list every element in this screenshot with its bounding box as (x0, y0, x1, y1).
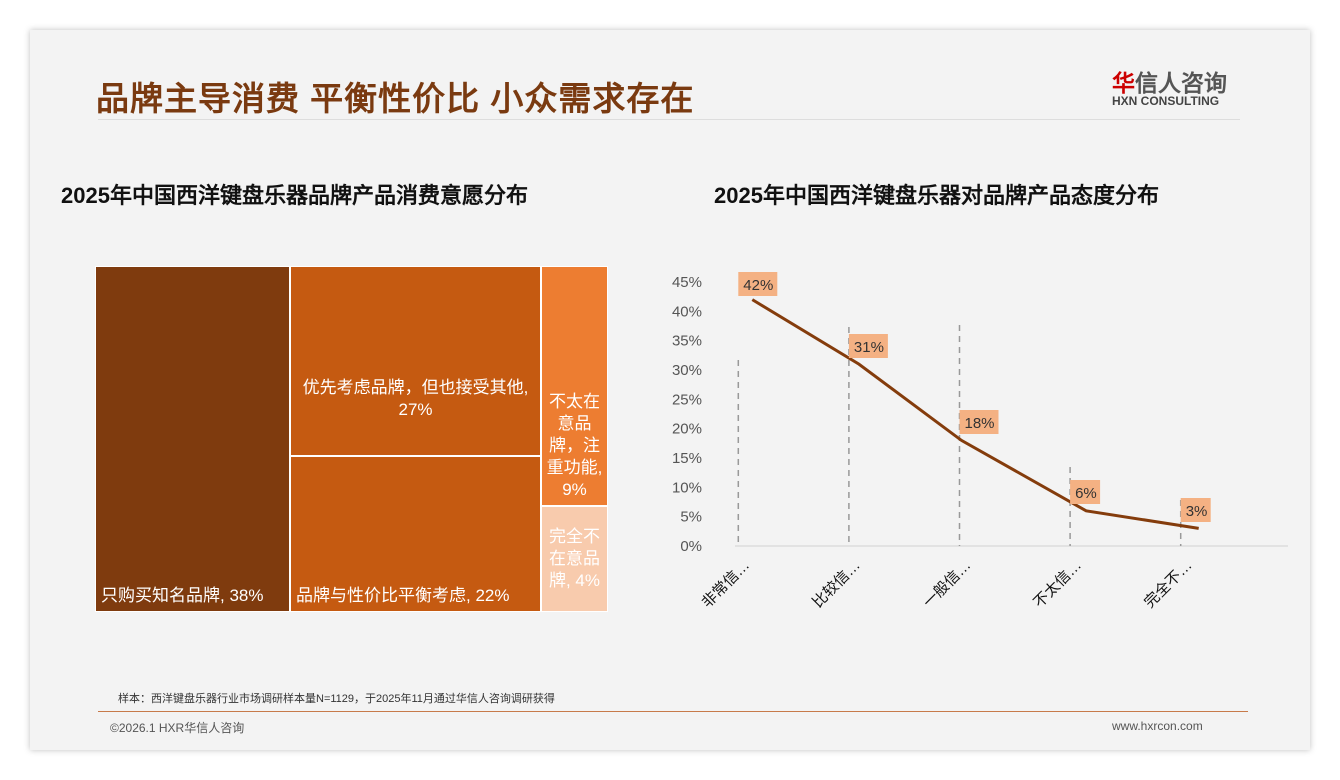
x-tick-label: 一般信… (920, 557, 974, 611)
treemap-label: 品牌与性价比平衡考虑, 22% (296, 586, 510, 605)
y-tick-label: 15% (672, 450, 702, 467)
y-tick-label: 5% (680, 509, 702, 526)
y-tick-label: 45% (672, 274, 702, 291)
data-label: 18% (965, 415, 995, 432)
treemap-label: 不太在意品牌，注重功能, 9% (546, 392, 603, 499)
data-line (751, 298, 1199, 530)
x-tick-label: 比较信… (809, 556, 864, 611)
y-tick-label: 30% (672, 362, 702, 379)
divider (98, 119, 1240, 120)
data-label: 6% (1075, 485, 1097, 502)
data-label-bg (959, 410, 999, 434)
data-label-bg (1180, 498, 1211, 522)
line-chart: 0% 5% 10% 15% 20% 25% 30% 35% 40% 45% 非常信… 比较信… 一般信…… (672, 272, 1288, 611)
y-tick-label: 20% (672, 421, 702, 438)
treemap-block: 只购买知名品牌, 38% (95, 266, 290, 612)
slide: 品牌主导消费 平衡性价比 小众需求存在 华信人咨询 HXN CONSULTING… (30, 30, 1310, 750)
y-tick-label: 10% (672, 479, 702, 496)
data-label-bg (848, 334, 888, 358)
treemap-block: 优先考虑品牌，但也接受其他, 27% (290, 266, 541, 456)
copyright: ©2026.1 HXR华信人咨询 (110, 721, 245, 735)
line-chart-title: 2025年中国西洋键盘乐器对品牌产品态度分布 (714, 183, 1159, 208)
y-tick-label: 35% (672, 333, 702, 350)
data-label: 31% (854, 339, 884, 356)
data-label-bg (738, 272, 778, 296)
treemap-label: 优先考虑品牌，但也接受其他, 27% (302, 377, 529, 419)
footer-divider (98, 711, 1248, 712)
x-tick-label: 不太信… (1030, 557, 1084, 611)
y-tick-label: 40% (672, 303, 702, 320)
treemap-title: 2025年中国西洋键盘乐器品牌产品消费意愿分布 (61, 183, 528, 208)
website: www.hxrcon.com (1112, 719, 1203, 733)
logo-en: HXN CONSULTING (1112, 94, 1220, 108)
treemap-block: 完全不在意品牌, 4% (541, 506, 608, 612)
data-label: 3% (1186, 503, 1208, 520)
page-title: 品牌主导消费 平衡性价比 小众需求存在 (96, 80, 695, 117)
y-tick-label: 25% (672, 391, 702, 408)
logo: 华信人咨询 (1112, 70, 1227, 96)
treemap-label: 完全不在意品牌, 4% (548, 527, 601, 590)
sample-note: 样本：西洋键盘乐器行业市场调研样本量N=1129，于2025年11月通过华信人咨… (118, 693, 555, 705)
data-label-bg (1070, 480, 1101, 504)
data-label: 42% (743, 277, 773, 294)
treemap-label: 只购买知名品牌, 38% (101, 586, 264, 605)
x-tick-label: 非常信… (699, 557, 753, 611)
treemap-block: 品牌与性价比平衡考虑, 22% (290, 456, 541, 612)
x-tick-label: 完全不… (1140, 556, 1195, 611)
y-tick-label: 0% (680, 538, 702, 555)
treemap-block: 不太在意品牌，注重功能, 9% (541, 266, 608, 506)
